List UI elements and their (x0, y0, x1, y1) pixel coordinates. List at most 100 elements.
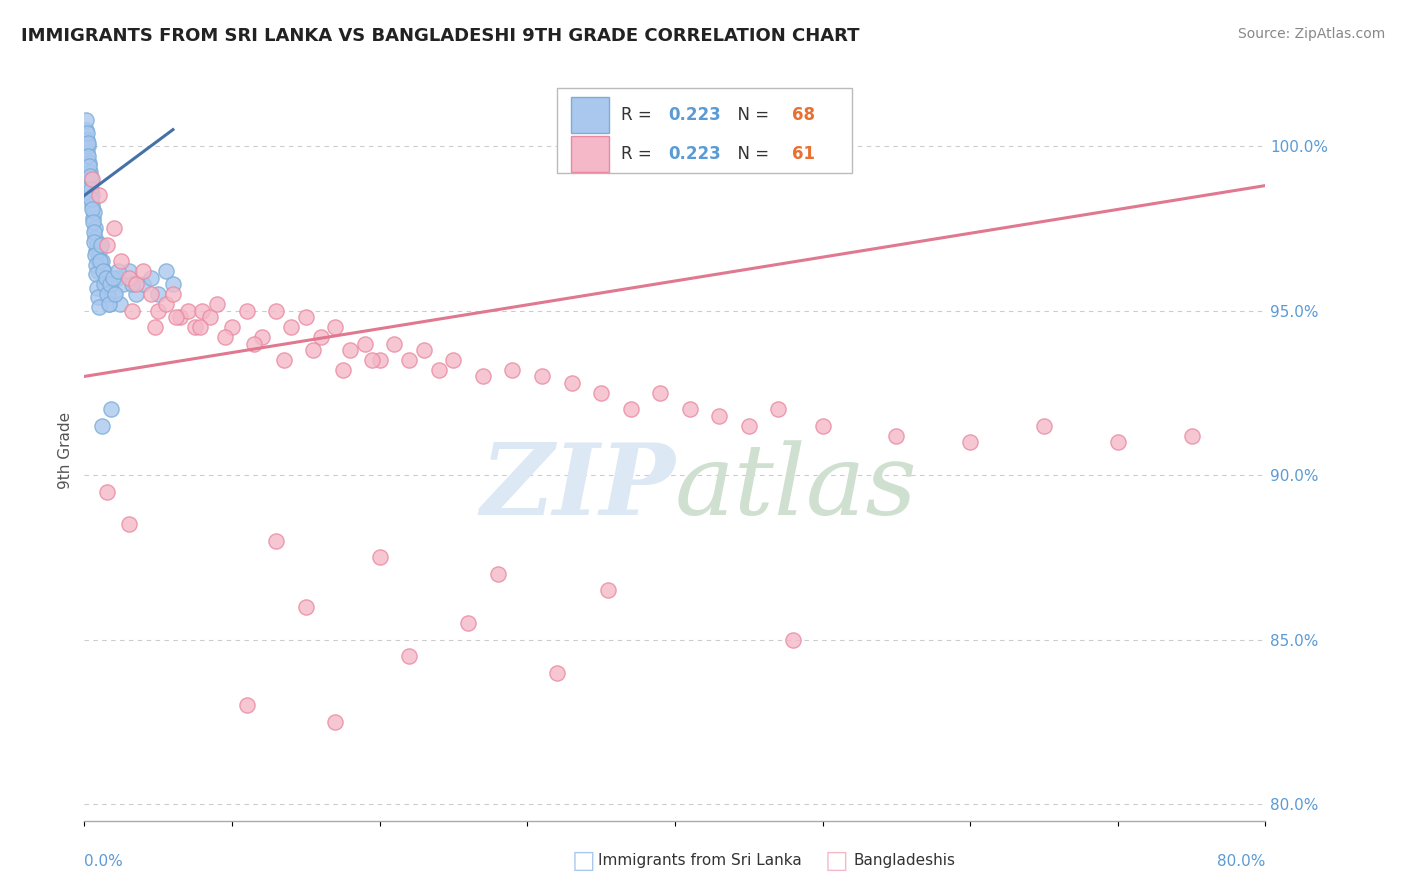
Point (139, 270, 162, 285)
Text: □: □ (825, 849, 848, 872)
Point (132, 277, 155, 292)
Point (325, 714, 347, 729)
Text: Bangladeshis: Bangladeshis (853, 854, 956, 868)
Point (598, 583, 620, 598)
Point (90, 237, 112, 252)
Point (84, 248, 107, 262)
Point (80, 188, 103, 202)
Point (96, 237, 118, 252)
Point (486, 566, 509, 581)
Point (1181, 428, 1204, 442)
Point (191, 303, 214, 318)
Text: Immigrants from Sri Lanka: Immigrants from Sri Lanka (598, 854, 801, 868)
Point (886, 428, 908, 442)
Point (1033, 418, 1056, 433)
Point (768, 402, 790, 417)
Point (332, 363, 354, 377)
Point (309, 330, 332, 344)
Point (111, 277, 134, 292)
Point (96, 270, 118, 285)
Point (368, 353, 391, 368)
Point (443, 353, 465, 368)
Point (100, 277, 122, 292)
Point (77, 159, 100, 173)
Point (97, 287, 120, 301)
Point (679, 402, 702, 417)
Point (83, 205, 105, 219)
Point (139, 287, 162, 301)
Text: 0.223: 0.223 (668, 145, 720, 163)
Point (79, 178, 101, 193)
Point (184, 320, 207, 334)
Point (87, 244, 111, 259)
Point (84, 244, 107, 259)
Point (155, 297, 177, 311)
Text: 61: 61 (792, 145, 815, 163)
Point (162, 277, 184, 292)
Point (361, 353, 384, 368)
Point (413, 343, 436, 357)
Point (709, 409, 731, 423)
Point (83, 221, 105, 235)
Point (80, 202, 103, 216)
Point (148, 287, 170, 301)
Point (236, 698, 259, 713)
Point (177, 303, 200, 318)
Text: R =: R = (620, 106, 657, 124)
Text: N =: N = (727, 145, 775, 163)
Point (811, 418, 834, 433)
Text: □: □ (572, 849, 595, 872)
Point (87, 188, 111, 202)
FancyBboxPatch shape (557, 87, 852, 173)
Point (93, 264, 115, 278)
Point (620, 402, 643, 417)
Text: 0.0%: 0.0% (84, 854, 124, 869)
Point (155, 264, 177, 278)
Point (83, 225, 105, 239)
Point (97, 297, 120, 311)
Point (125, 287, 148, 301)
Point (96, 484, 118, 499)
Point (250, 330, 273, 344)
Point (89, 254, 111, 268)
Text: Source: ZipAtlas.com: Source: ZipAtlas.com (1237, 27, 1385, 41)
Point (84, 258, 107, 272)
Text: atlas: atlas (675, 440, 918, 535)
Point (80, 172, 103, 186)
Point (77, 149, 100, 163)
Point (101, 270, 124, 285)
Point (125, 277, 148, 292)
Point (162, 287, 184, 301)
Point (169, 310, 191, 325)
Y-axis label: 9th Grade: 9th Grade (58, 412, 73, 489)
Point (236, 303, 259, 318)
Point (98, 277, 121, 292)
Point (243, 336, 266, 351)
Point (266, 533, 288, 548)
Point (121, 303, 143, 318)
Point (280, 320, 302, 334)
Point (83, 235, 105, 249)
Point (79, 169, 101, 183)
Point (82, 198, 104, 212)
Point (87, 264, 110, 278)
Point (502, 363, 524, 377)
Point (295, 310, 318, 325)
Point (86, 280, 108, 294)
Point (221, 320, 243, 334)
Text: 0.223: 0.223 (668, 106, 720, 124)
Text: ZIP: ZIP (479, 439, 675, 536)
Point (427, 363, 450, 377)
Point (75, 122, 97, 136)
Point (87, 290, 110, 304)
Point (148, 303, 170, 318)
Point (110, 254, 132, 268)
Point (103, 287, 125, 301)
FancyBboxPatch shape (571, 97, 609, 133)
Point (368, 550, 391, 565)
Point (82, 211, 104, 226)
Point (76, 132, 98, 146)
Point (354, 336, 377, 351)
Point (143, 320, 166, 334)
Point (90, 237, 112, 252)
